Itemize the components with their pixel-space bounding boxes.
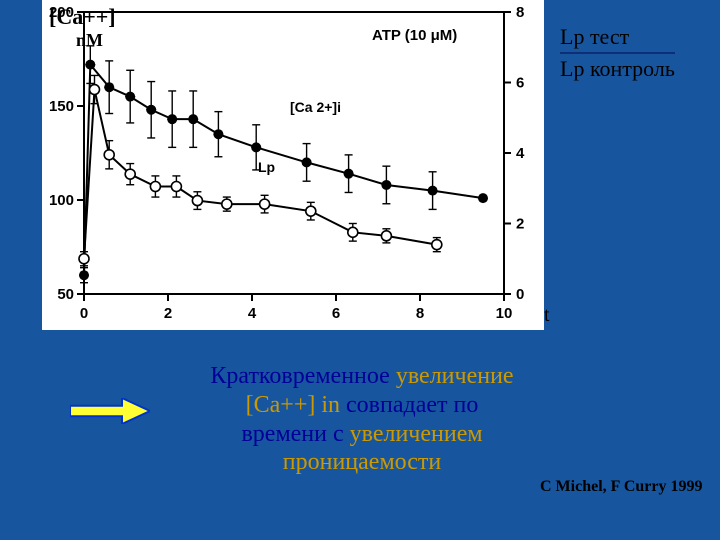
svg-text:2: 2 [516,216,524,233]
svg-text:[Ca 2+]i: [Ca 2+]i [290,99,341,115]
svg-text:ATP (10 μM): ATP (10 μM) [372,27,457,44]
callout-arrow [70,398,150,424]
y-axis-label-ca: [Ca++] [49,4,116,30]
chart-svg: 02468105010015020002468[Ca 2+]iLpATP (10… [42,0,544,330]
ratio-fraction-line [560,52,675,54]
svg-text:8: 8 [416,305,424,322]
svg-text:6: 6 [516,75,524,92]
svg-text:6: 6 [332,305,340,322]
svg-text:Lp: Lp [258,159,275,175]
svg-text:10: 10 [496,305,513,322]
ratio-denominator: Lp контроль [560,56,675,82]
caption-text: Кратковременное увеличение[Ca++] in совп… [172,362,552,477]
svg-text:50: 50 [57,286,74,303]
ratio-label: Lp тест Lp контроль [560,24,675,82]
chart-area: 02468105010015020002468[Ca 2+]iLpATP (10… [42,0,544,330]
svg-text:0: 0 [516,286,524,303]
svg-text:150: 150 [49,98,74,115]
svg-text:4: 4 [248,305,257,322]
arrow-icon [70,398,150,424]
svg-text:4: 4 [516,145,525,162]
ratio-numerator: Lp тест [560,24,675,50]
svg-text:0: 0 [80,305,88,322]
svg-text:2: 2 [164,305,172,322]
citation-text: C Michel, F Curry 1999 [540,478,702,496]
svg-text:100: 100 [49,192,74,209]
y-axis-unit-nm: nM [76,30,103,51]
slide-root: 02468105010015020002468[Ca 2+]iLpATP (10… [0,0,720,540]
x-axis-label-t: t [544,304,550,327]
svg-text:8: 8 [516,4,524,21]
